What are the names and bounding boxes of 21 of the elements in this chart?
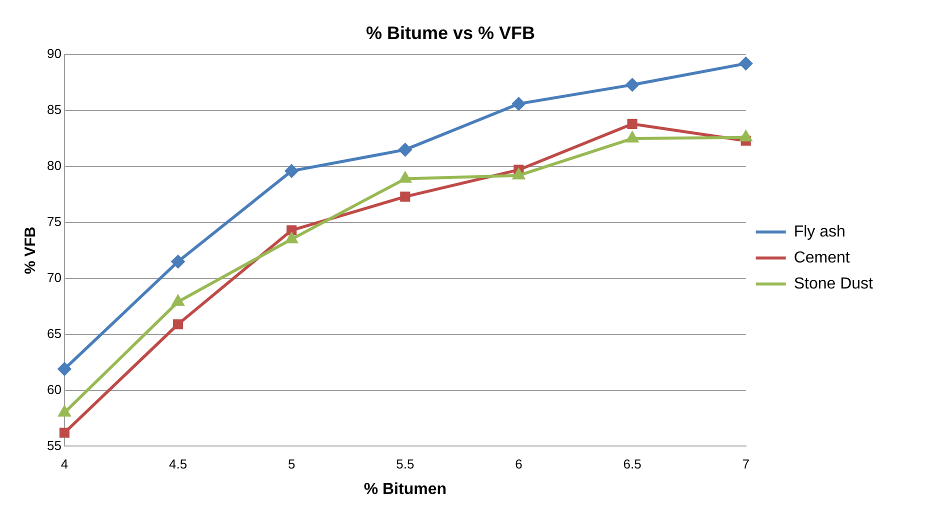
legend-label: Stone Dust [794,275,874,292]
x-tick-label: 5 [288,456,296,472]
y-axis-title: % VFB [22,226,40,274]
y-tick-label: 55 [46,438,62,453]
x-tick-label: 7 [742,456,750,472]
legend-label: Cement [794,249,850,266]
legend-label: Fly ash [794,223,846,240]
y-tick-label: 70 [46,270,62,285]
y-tick-label: 75 [46,214,62,230]
x-tick-label: 6 [515,456,522,472]
x-tick-label: 4 [60,456,68,472]
x-tick-label: 5.5 [396,456,414,472]
x-axis-title: % Bitumen [364,480,446,498]
y-tick-label: 90 [46,46,62,62]
y-tick-label: 65 [46,326,62,341]
y-tick-label: 80 [46,158,62,174]
y-tick-label: 60 [46,382,62,397]
chart-title: % Bitume vs % VFB [366,22,536,43]
x-tick-label: 6.5 [623,456,642,472]
y-tick-label: 85 [46,102,62,118]
x-tick-label: 4.5 [168,456,188,472]
